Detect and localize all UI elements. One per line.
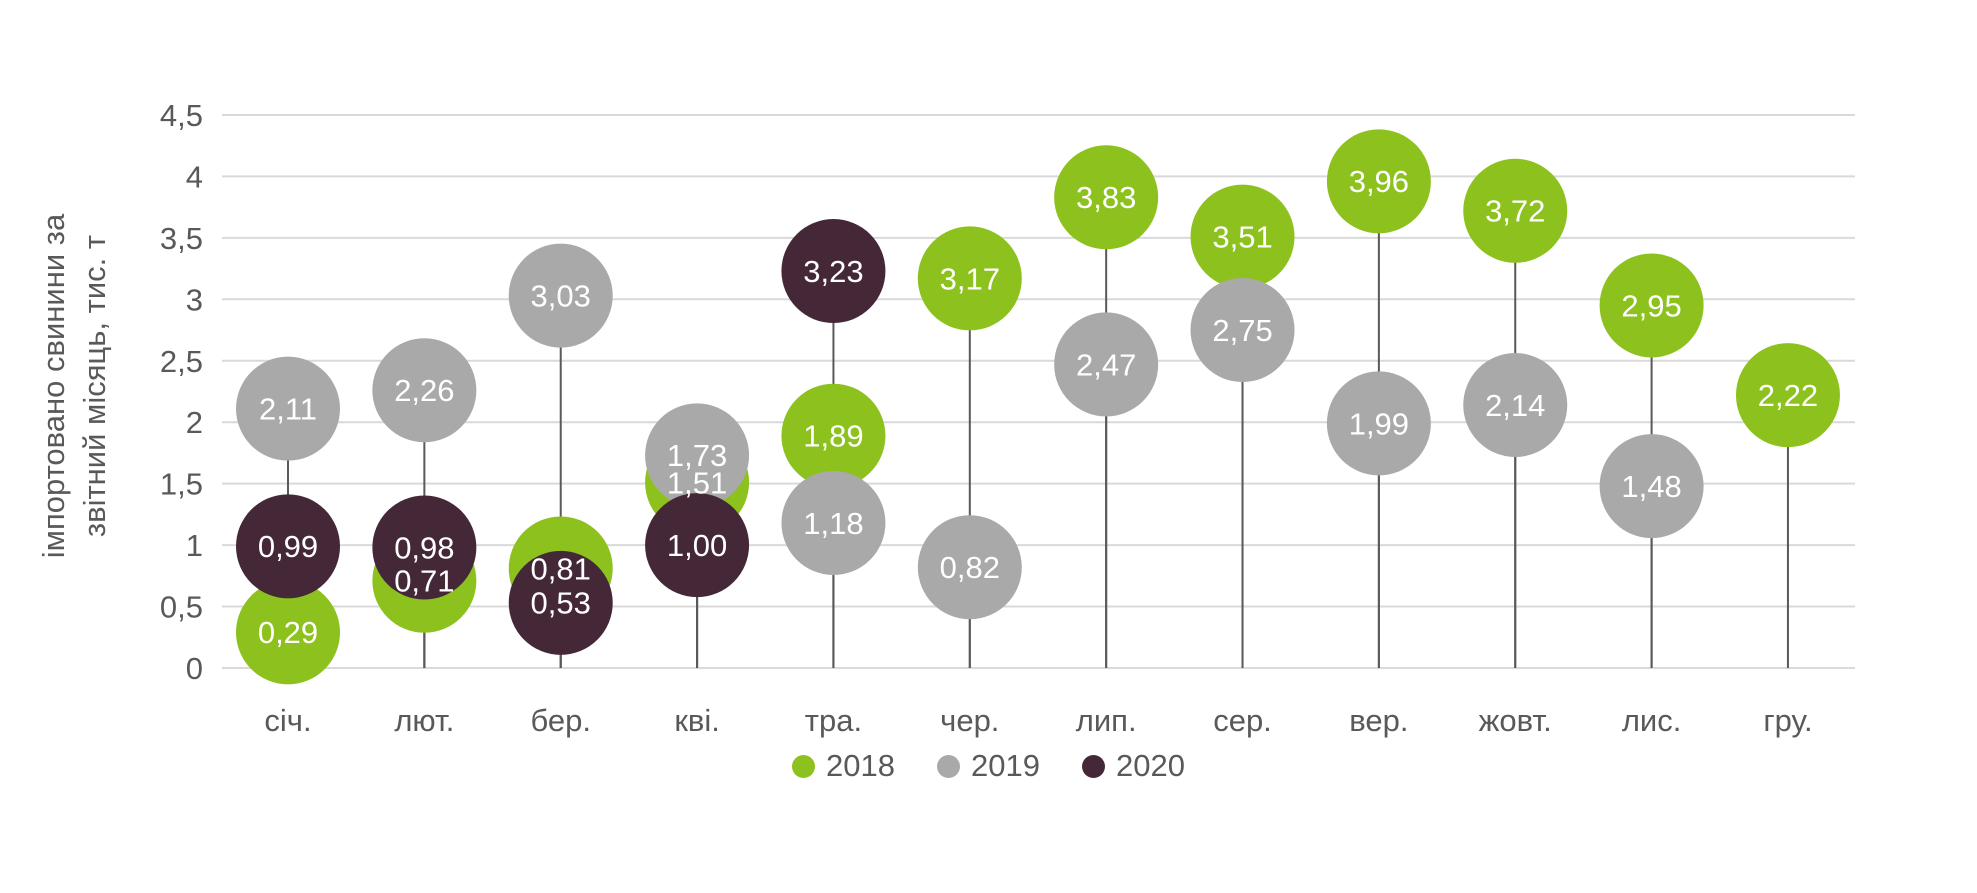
data-point-label-2019: 2,75 <box>1212 313 1272 348</box>
legend-item-2018: 2018 <box>792 748 895 784</box>
x-tick-label: чер. <box>940 703 999 738</box>
data-point-bubble-2018 <box>1190 184 1295 289</box>
data-point-label-2020: 1,00 <box>667 528 727 563</box>
data-point-bubble-2019 <box>645 403 750 508</box>
y-axis-title: імпортовано свинини за звітний місяць, т… <box>33 214 115 558</box>
y-axis-title-line2: звітний місяць, тис. т <box>77 234 112 538</box>
data-point-label-2018: 1,89 <box>803 419 863 454</box>
y-tick-label: 1 <box>186 528 203 563</box>
data-point-label-2019: 1,18 <box>803 506 863 541</box>
data-point-bubble-2019 <box>372 338 477 443</box>
legend: 2018 2019 2020 <box>0 748 1977 784</box>
y-tick-label: 3 <box>186 282 203 317</box>
data-point-bubble-2019 <box>781 470 886 575</box>
data-point-bubble-2020 <box>372 495 477 600</box>
data-point-bubble-2018 <box>1463 158 1568 263</box>
legend-label-2020: 2020 <box>1115 748 1185 783</box>
y-tick-label: 0 <box>186 651 203 686</box>
data-point-label-2020: 0,98 <box>394 530 454 565</box>
data-point-bubble-2019 <box>236 356 340 461</box>
data-point-label-2019: 1,48 <box>1621 469 1681 504</box>
data-point-label-2020: 0,53 <box>531 586 591 621</box>
data-point-bubble-2019 <box>1599 434 1704 539</box>
data-point-bubble-2020 <box>508 550 613 655</box>
x-tick-label: лип. <box>1076 703 1137 738</box>
legend-item-2019: 2019 <box>937 748 1040 784</box>
data-point-label-2018: 0,81 <box>531 551 591 586</box>
y-tick-label: 4,5 <box>160 98 203 133</box>
data-point-bubble-2020 <box>645 493 750 598</box>
legend-marker-2020-icon <box>1081 754 1105 778</box>
y-tick-label: 2 <box>186 405 203 440</box>
data-point-label-2018: 1,51 <box>667 465 727 500</box>
data-point-bubble-2019 <box>508 243 613 348</box>
x-tick-label: жовт. <box>1479 703 1552 738</box>
data-point-label-2018: 3,96 <box>1349 164 1409 199</box>
data-point-label-2018: 2,95 <box>1621 288 1681 323</box>
data-point-label-2019: 2,11 <box>259 392 317 427</box>
x-tick-label: гру. <box>1763 703 1812 738</box>
x-tick-label: вер. <box>1349 703 1408 738</box>
legend-label-2019: 2019 <box>971 748 1040 783</box>
data-point-bubble-2018 <box>1054 145 1159 250</box>
x-tick-label: кві. <box>674 703 720 738</box>
x-tick-label: лют. <box>394 703 454 738</box>
legend-label-2018: 2018 <box>826 748 896 783</box>
data-point-label-2018: 0,29 <box>258 615 318 650</box>
data-point-label-2018: 0,71 <box>394 564 454 599</box>
y-tick-label: 2,5 <box>160 344 203 379</box>
data-point-label-2019: 1,99 <box>1349 406 1409 441</box>
data-point-bubble-2019 <box>1054 312 1159 417</box>
data-point-bubble-2020 <box>236 494 340 599</box>
data-point-bubble-2019 <box>1190 278 1295 383</box>
data-point-bubble-2018 <box>1599 253 1704 358</box>
data-point-label-2019: 2,14 <box>1485 388 1545 423</box>
data-point-label-2019: 3,03 <box>531 278 591 313</box>
x-tick-label: сер. <box>1213 703 1272 738</box>
x-tick-label: лис. <box>1622 703 1682 738</box>
data-point-label-2018: 3,51 <box>1212 219 1272 254</box>
data-point-label-2018: 2,22 <box>1758 378 1818 413</box>
x-tick-label: січ. <box>264 703 311 738</box>
data-point-bubble-2019 <box>1463 352 1568 457</box>
y-tick-label: 3,5 <box>160 221 203 256</box>
data-point-label-2020: 3,23 <box>803 254 863 289</box>
data-point-label-2019: 1,73 <box>667 438 727 473</box>
data-point-bubble-2018 <box>236 580 340 685</box>
data-point-label-2018: 3,83 <box>1076 180 1136 215</box>
data-point-bubble-2018 <box>781 383 886 488</box>
data-point-label-2018: 3,72 <box>1485 194 1545 229</box>
data-point-label-2018: 3,17 <box>940 261 1000 296</box>
data-point-bubble-2018 <box>1326 129 1431 234</box>
data-point-bubble-2019 <box>917 515 1022 620</box>
y-tick-label: 1,5 <box>160 467 203 502</box>
data-point-label-2020: 0,99 <box>258 529 318 564</box>
data-point-bubble-2018 <box>1735 343 1840 448</box>
y-tick-label: 4 <box>186 159 203 194</box>
legend-item-2020: 2020 <box>1081 748 1185 784</box>
x-tick-label: бер. <box>530 703 591 738</box>
data-point-bubble-2019 <box>1326 371 1431 476</box>
legend-marker-2018-icon <box>792 754 816 778</box>
data-point-bubble-2018 <box>917 226 1022 331</box>
data-point-label-2019: 2,26 <box>394 373 454 408</box>
y-axis-title-line1: імпортовано свинини за <box>36 213 71 559</box>
y-tick-label: 0,5 <box>160 590 203 625</box>
legend-marker-2019-icon <box>937 754 961 778</box>
x-tick-label: тра. <box>805 703 862 738</box>
data-point-label-2019: 0,82 <box>940 550 1000 585</box>
data-point-label-2019: 2,47 <box>1076 347 1136 382</box>
data-point-bubble-2020 <box>781 219 886 324</box>
